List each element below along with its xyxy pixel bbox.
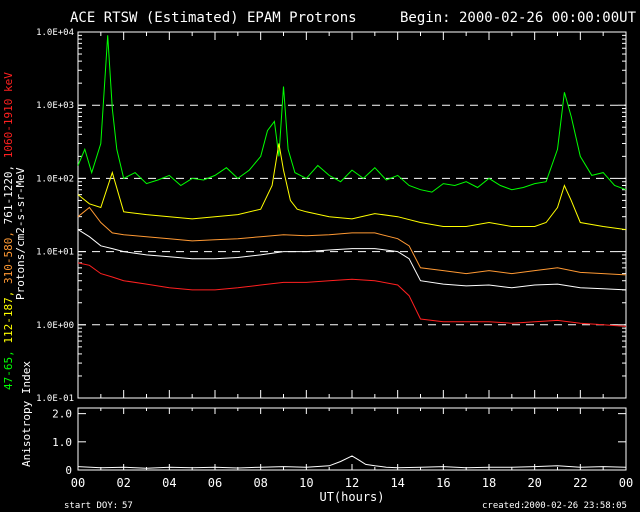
- x-tick-label: 04: [162, 476, 176, 490]
- proton-series-line: [77, 229, 627, 291]
- y-tick-label: 1.0E+04: [36, 28, 74, 38]
- y-tick-label: 1.0E+01: [36, 248, 74, 258]
- start-doy-label: start DOY:: [64, 501, 118, 511]
- ylabel-energy-1060-1910: 1060-1910 keV: [2, 72, 15, 158]
- proton-series-line: [77, 262, 627, 327]
- x-tick-label: 06: [208, 476, 222, 490]
- x-axis-label: UT(hours): [319, 490, 384, 504]
- anisotropy-y-tick-label: 1.0: [52, 436, 72, 449]
- x-tick-label: 18: [482, 476, 496, 490]
- proton-series-line: [77, 35, 627, 193]
- x-tick-label: 16: [436, 476, 450, 490]
- begin-time-label: Begin: 2000-02-26 00:00:00UT: [400, 10, 637, 26]
- y-tick-label: 1.0E+02: [36, 174, 74, 184]
- ylabel-energy-47-65: 47-65,: [2, 344, 15, 390]
- start-doy-value: 57: [122, 501, 133, 511]
- ylabel-energy-761-1220: 761-1220,: [2, 158, 15, 224]
- ylabel-energy-112-187: 112-187,: [2, 284, 15, 344]
- anisotropy-series-line: [77, 455, 627, 469]
- x-tick-label: 00: [71, 476, 85, 490]
- x-tick-label: 14: [390, 476, 404, 490]
- x-tick-label: 20: [527, 476, 541, 490]
- y-tick-label: 1.0E+03: [36, 101, 74, 111]
- created-timestamp: 2000-02-26 23:58:05: [524, 501, 627, 511]
- anisotropy-y-tick-label: 2.0: [52, 408, 72, 421]
- ylabel-energy-310-580: 310-580,: [2, 224, 15, 284]
- proton-y-units-label: Protons/cm2-s-sr-MeV: [14, 167, 27, 300]
- proton-series-line: [77, 143, 627, 231]
- x-tick-label: 00: [619, 476, 633, 490]
- y-tick-label: 1.0E+00: [36, 321, 74, 331]
- x-tick-label: 12: [345, 476, 359, 490]
- anisotropy-y-tick-label: 0: [65, 464, 72, 477]
- x-tick-label: 02: [116, 476, 130, 490]
- x-tick-label: 10: [299, 476, 313, 490]
- proton-y-axis-label: 47-65, 112-187, 310-580, 761-1220, 1060-…: [2, 72, 15, 390]
- x-tick-label: 08: [253, 476, 267, 490]
- anisotropy-plot-frame: [77, 407, 627, 471]
- chart-title: ACE RTSW (Estimated) EPAM Protrons: [70, 10, 357, 26]
- y-tick-label: 1.0E-01: [36, 394, 74, 404]
- created-label: created:: [482, 501, 525, 511]
- x-tick-label: 22: [573, 476, 587, 490]
- anisotropy-y-axis-label: Anisotropy Index: [20, 361, 33, 467]
- proton-plot-frame: [77, 31, 627, 399]
- proton-series-line: [77, 206, 627, 276]
